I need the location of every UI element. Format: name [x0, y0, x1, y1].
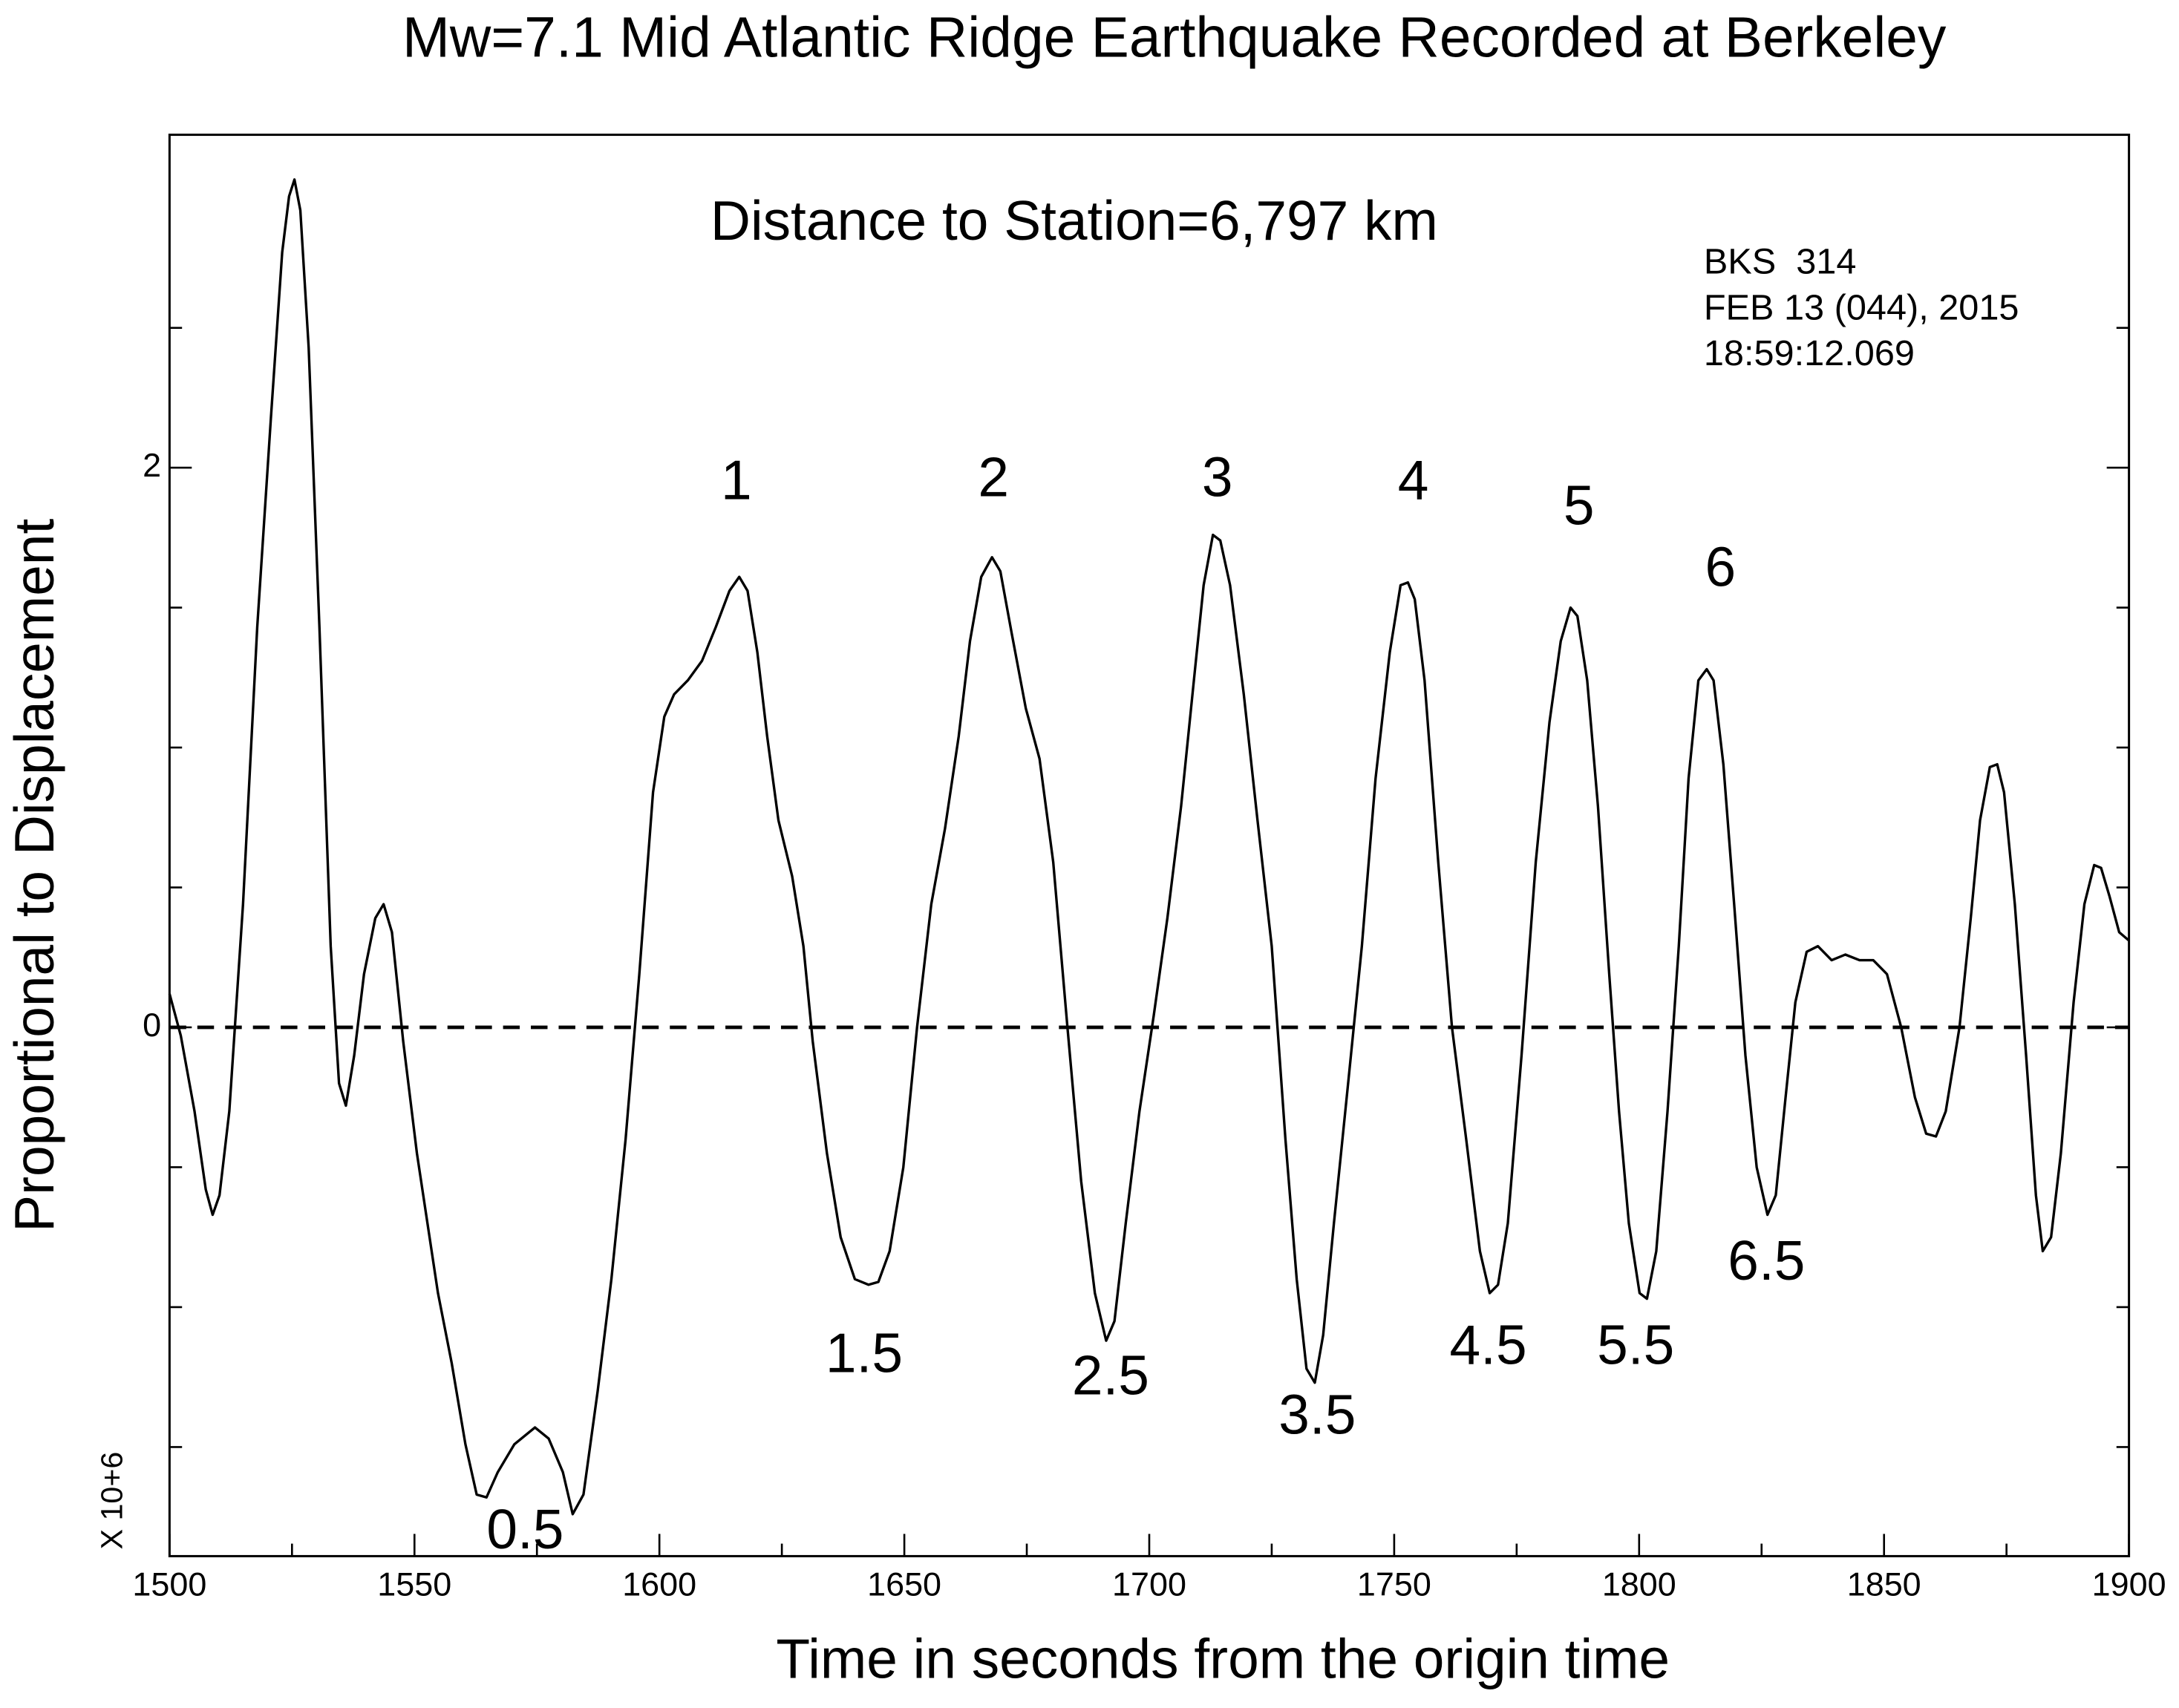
station-info: BKS 314 — [1704, 242, 1857, 282]
x-tick-label: 1650 — [867, 1565, 941, 1603]
x-axis-label: Time in seconds from the origin time — [776, 1627, 1670, 1689]
x-tick-label: 1800 — [1602, 1565, 1676, 1603]
x-tick-label: 1550 — [377, 1565, 451, 1603]
station-info: 18:59:12.069 — [1704, 333, 1915, 373]
subtitle: Distance to Station=6,797 km — [710, 189, 1438, 252]
station-info: FEB 13 (044), 2015 — [1704, 287, 2019, 327]
annotation: 6 — [1705, 535, 1737, 598]
y-multiplier: X 10+6 — [94, 1452, 128, 1550]
annotation: 4.5 — [1450, 1313, 1527, 1375]
annotation: 0.5 — [486, 1498, 563, 1560]
x-tick-label: 1500 — [132, 1565, 206, 1603]
annotation: 5 — [1564, 474, 1595, 536]
x-tick-label: 1750 — [1357, 1565, 1431, 1603]
annotation: 5.5 — [1597, 1313, 1674, 1375]
y-axis-label: Proportional to Displacement — [3, 518, 65, 1231]
annotation: 3.5 — [1278, 1383, 1356, 1445]
annotation: 1.5 — [826, 1322, 903, 1384]
y-tick-label: 0 — [143, 1006, 161, 1044]
x-tick-label: 1850 — [1847, 1565, 1921, 1603]
annotation: 2 — [978, 446, 1009, 508]
y-tick-label: 2 — [143, 446, 161, 484]
annotation: 6.5 — [1728, 1229, 1805, 1292]
x-tick-label: 1700 — [1112, 1565, 1186, 1603]
x-tick-label: 1600 — [622, 1565, 696, 1603]
annotation: 4 — [1398, 449, 1429, 511]
x-tick-label: 1900 — [2092, 1565, 2166, 1603]
annotation: 2.5 — [1072, 1344, 1149, 1407]
annotation: 3 — [1202, 446, 1233, 508]
annotation: 1 — [721, 449, 752, 511]
chart-title: Mw=7.1 Mid Atlantic Ridge Earthquake Rec… — [402, 6, 1947, 69]
waveform — [168, 178, 2130, 1516]
